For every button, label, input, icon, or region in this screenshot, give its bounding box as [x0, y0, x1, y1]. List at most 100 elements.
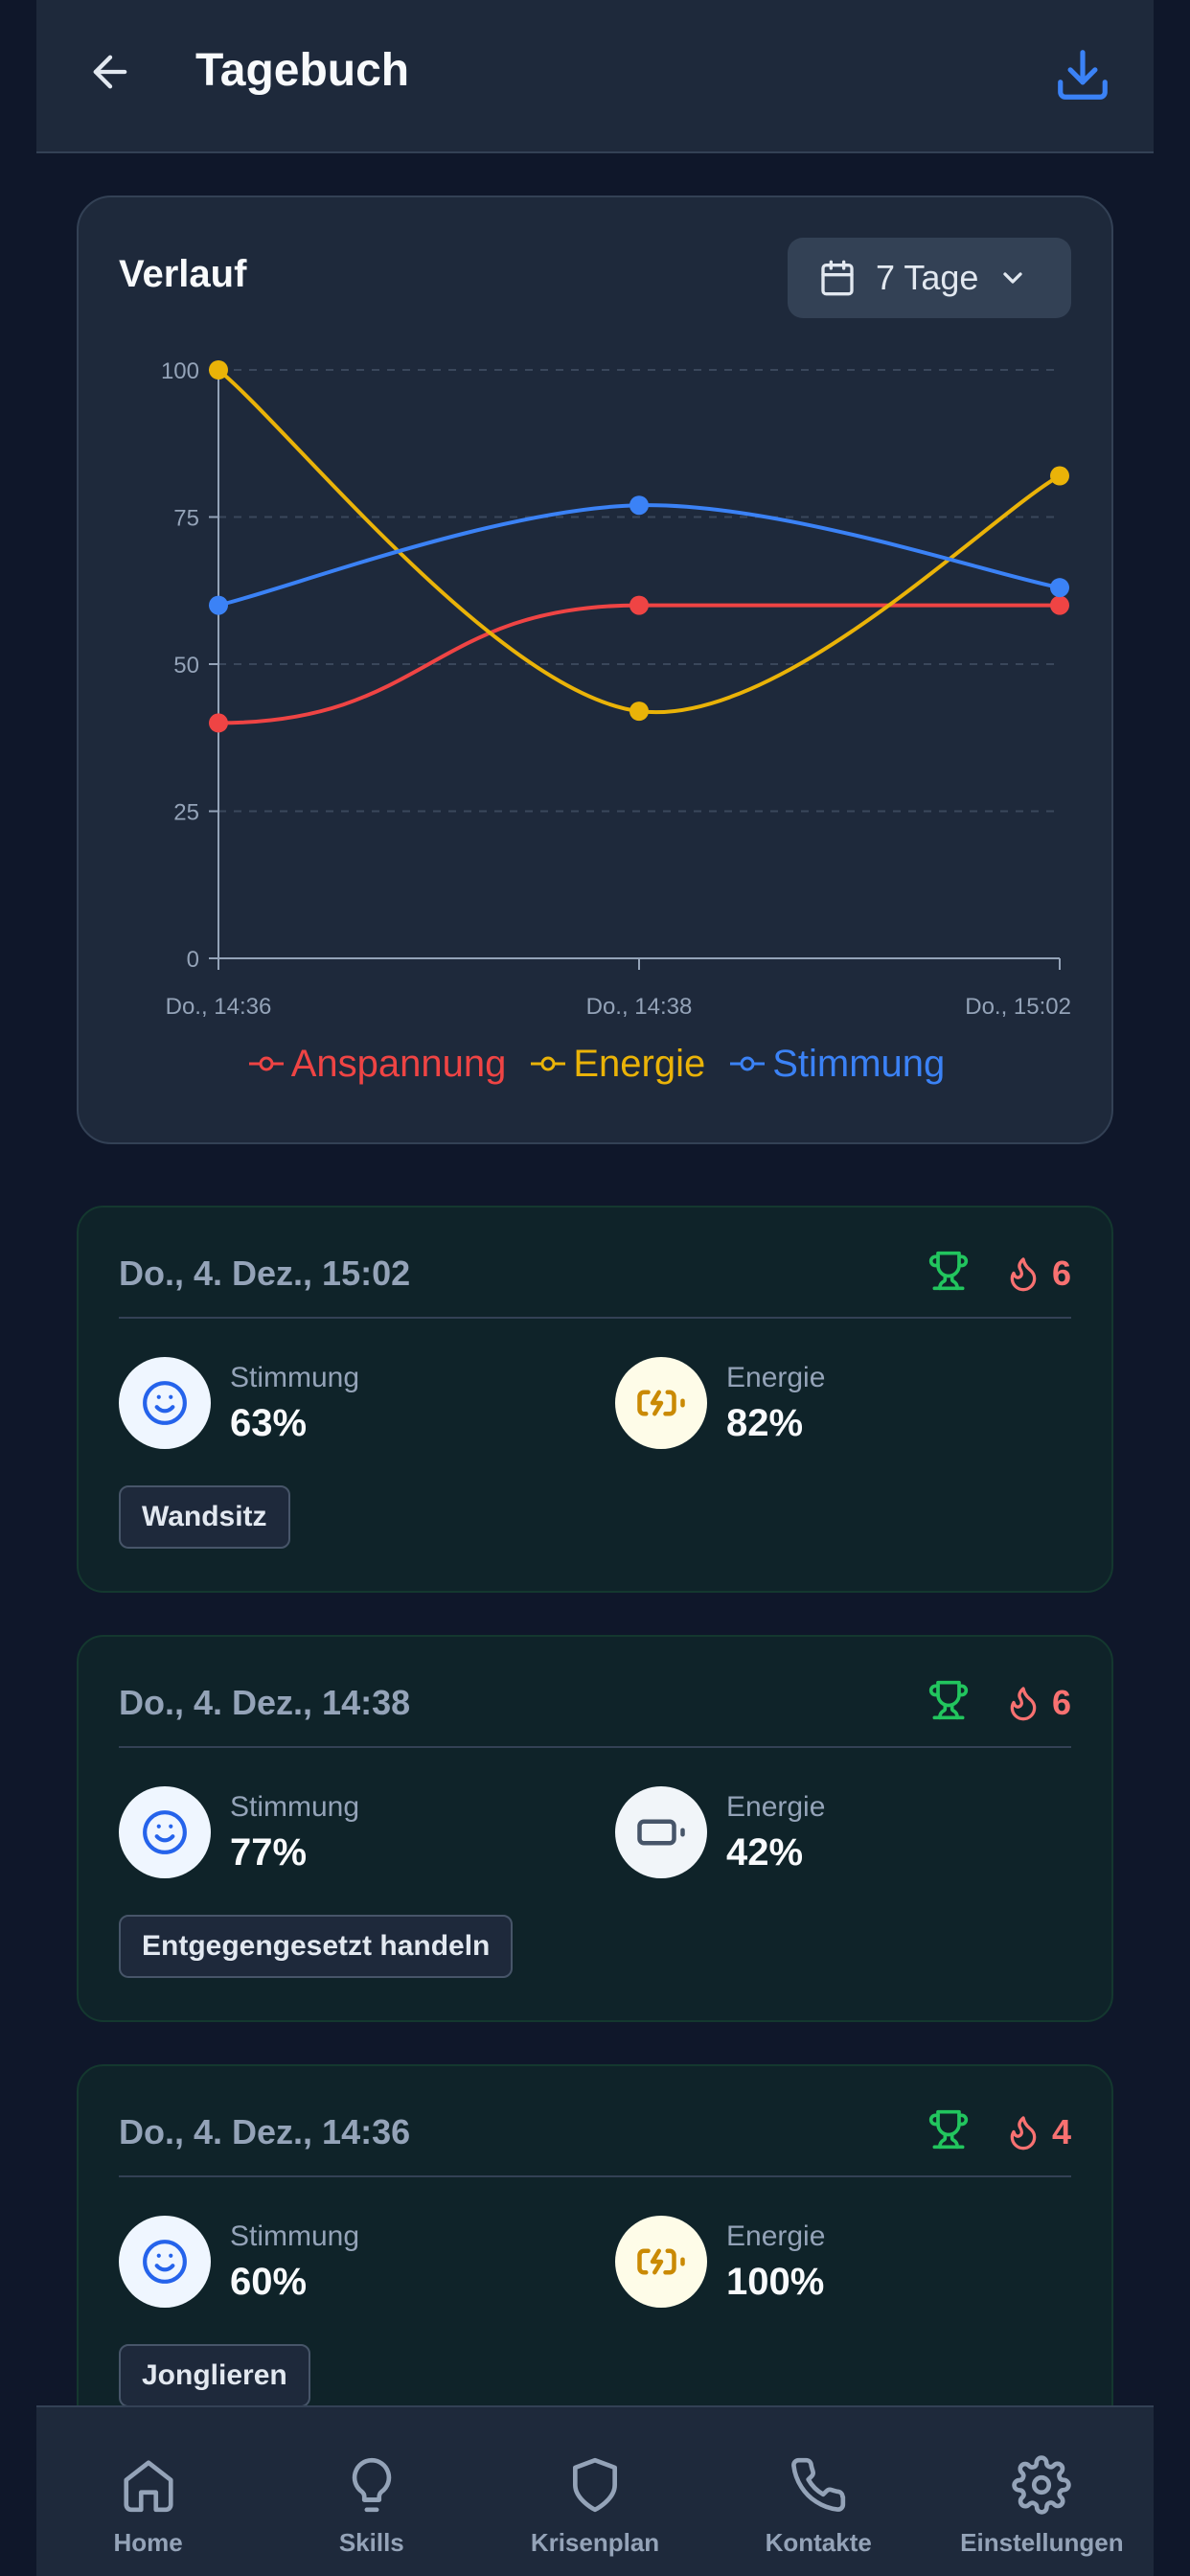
y-tick-label: 25: [173, 800, 199, 826]
mood-icon-circle: [119, 2216, 211, 2308]
y-tick-label: 50: [173, 653, 199, 678]
battery-icon: [637, 1819, 685, 1846]
mood-value: 60%: [230, 2260, 308, 2303]
bottom-navigation: Home Skills Krisenplan Kontakte Ein: [36, 2405, 1154, 2576]
nav-skills[interactable]: Skills: [260, 2407, 483, 2576]
data-point-stimmung: [1050, 578, 1069, 598]
flame-icon: [1010, 1686, 1037, 1720]
range-label: 7 Tage: [876, 258, 979, 297]
achievement-badge: [927, 1250, 970, 1297]
app: Tagebuch Verlauf 7 Tage 0 25 50 75 100 Do., 1…: [36, 0, 1154, 2576]
chart-card: Verlauf 7 Tage 0 25 50 75 100 Do., 14:36 Do., …: [77, 196, 1113, 1144]
y-tick-label: 100: [161, 358, 199, 384]
mood-label: Stimmung: [230, 1790, 360, 1823]
data-point-anspannung: [629, 595, 649, 615]
chevron-down-icon: [1003, 272, 1023, 284]
mood-label: Stimmung: [230, 2220, 360, 2252]
download-button[interactable]: [1044, 36, 1121, 113]
page-title: Tagebuch: [195, 45, 410, 96]
series-line-anspannung: [217, 603, 1060, 725]
energy-label: Energie: [726, 1790, 826, 1823]
nav-label: Home: [113, 2528, 183, 2557]
streak-badge: 6: [1004, 1254, 1071, 1294]
entry-badges: 4: [927, 2108, 1071, 2155]
skill-tag[interactable]: Wandsitz: [119, 1485, 290, 1549]
battery-charging-icon: [637, 1390, 685, 1416]
mood-metric: Stimmung 63%: [119, 1357, 359, 1449]
range-select[interactable]: 7 Tage: [788, 238, 1071, 318]
legend-item-stimmung[interactable]: Stimmung: [730, 1043, 945, 1086]
energy-metric: Energie 82%: [615, 1357, 825, 1449]
legend-marker-icon: [248, 1056, 284, 1071]
data-point-stimmung: [629, 495, 649, 516]
x-tick-label: Do., 14:36: [166, 994, 272, 1020]
streak-badge: 4: [1004, 2112, 1071, 2152]
shield-icon: [573, 2457, 617, 2513]
streak-badge: 6: [1004, 1683, 1071, 1723]
divider: [119, 1746, 1071, 1748]
mood-icon-circle: [119, 1357, 211, 1449]
energy-value: 82%: [726, 1401, 804, 1444]
smile-icon: [143, 1381, 187, 1425]
data-point-anspannung: [1050, 595, 1069, 615]
y-tick-label: 0: [187, 947, 199, 973]
legend-item-energie[interactable]: Energie: [531, 1043, 705, 1086]
skill-tag[interactable]: Entgegengesetzt handeln: [119, 1915, 514, 1978]
data-point-anspannung: [209, 713, 228, 733]
mood-metric: Stimmung 77%: [119, 1786, 359, 1878]
flame-icon: [1010, 2115, 1037, 2150]
chart-title: Verlauf: [119, 253, 247, 295]
energy-icon-circle: [615, 1786, 707, 1878]
x-tick-label: Do., 14:38: [586, 994, 693, 1020]
mood-label: Stimmung: [230, 1361, 360, 1393]
smile-icon: [143, 2240, 187, 2284]
series-line-energie: [217, 368, 1061, 715]
data-point-stimmung: [209, 595, 228, 615]
legend-label: Energie: [573, 1042, 706, 1085]
data-point-energie: [1050, 466, 1069, 486]
streak-count: 4: [1051, 2111, 1071, 2151]
nav-label: Einstellungen: [960, 2528, 1124, 2557]
mood-metric: Stimmung 60%: [119, 2216, 359, 2308]
series-line-stimmung: [217, 503, 1061, 608]
energy-value: 42%: [726, 1830, 804, 1874]
data-point-energie: [629, 702, 649, 722]
nav-krisenplan[interactable]: Krisenplan: [483, 2407, 706, 2576]
calendar-icon: [821, 260, 854, 296]
x-tick-label: Do., 15:02: [965, 994, 1071, 1020]
back-button[interactable]: [77, 38, 144, 105]
skill-tag[interactable]: Jonglieren: [119, 2344, 310, 2407]
divider: [119, 1317, 1071, 1319]
entry-date: Do., 4. Dez., 14:38: [119, 1683, 411, 1722]
smile-icon: [143, 1810, 187, 1854]
nav-label: Skills: [338, 2528, 404, 2557]
legend-item-anspannung[interactable]: Anspannung: [248, 1043, 506, 1086]
entry-date: Do., 4. Dez., 15:02: [119, 1254, 411, 1293]
nav-einstellungen[interactable]: Einstellungen: [930, 2407, 1154, 2576]
chart-legend: Anspannung Energie Stimmung: [79, 1035, 1115, 1092]
battery-charging-icon: [637, 2248, 685, 2275]
energy-icon-circle: [615, 2216, 707, 2308]
nav-home[interactable]: Home: [36, 2407, 260, 2576]
entry-date: Do., 4. Dez., 14:36: [119, 2112, 411, 2151]
mood-value: 63%: [230, 1401, 308, 1444]
entry-badges: 6: [927, 1250, 1071, 1297]
energy-label: Energie: [726, 2220, 826, 2252]
legend-label: Stimmung: [772, 1042, 946, 1085]
y-tick-label: 75: [173, 506, 199, 532]
entry-card[interactable]: Do., 4. Dez., 15:02 6 Stimmung 63% Energ…: [77, 1206, 1113, 1593]
energy-icon-circle: [615, 1357, 707, 1449]
divider: [119, 2175, 1071, 2177]
streak-count: 6: [1051, 1253, 1071, 1293]
phone-icon: [791, 2457, 846, 2512]
home-icon: [124, 2460, 173, 2513]
entry-card[interactable]: Do., 4. Dez., 14:38 6 Stimmung 77% Energ…: [77, 1635, 1113, 2022]
gear-icon: [1012, 2455, 1072, 2515]
entry-badges: 6: [927, 1679, 1071, 1726]
nav-kontakte[interactable]: Kontakte: [707, 2407, 930, 2576]
data-point-energie: [209, 360, 228, 380]
energy-value: 100%: [726, 2260, 825, 2303]
energy-label: Energie: [726, 1361, 826, 1393]
line-chart: 0 25 50 75 100 Do., 14:36 Do., 14:38 Do., 15:02: [161, 358, 1071, 1020]
entry-card[interactable]: Do., 4. Dez., 14:36 4 Stimmung 60% Energ…: [77, 2064, 1113, 2451]
